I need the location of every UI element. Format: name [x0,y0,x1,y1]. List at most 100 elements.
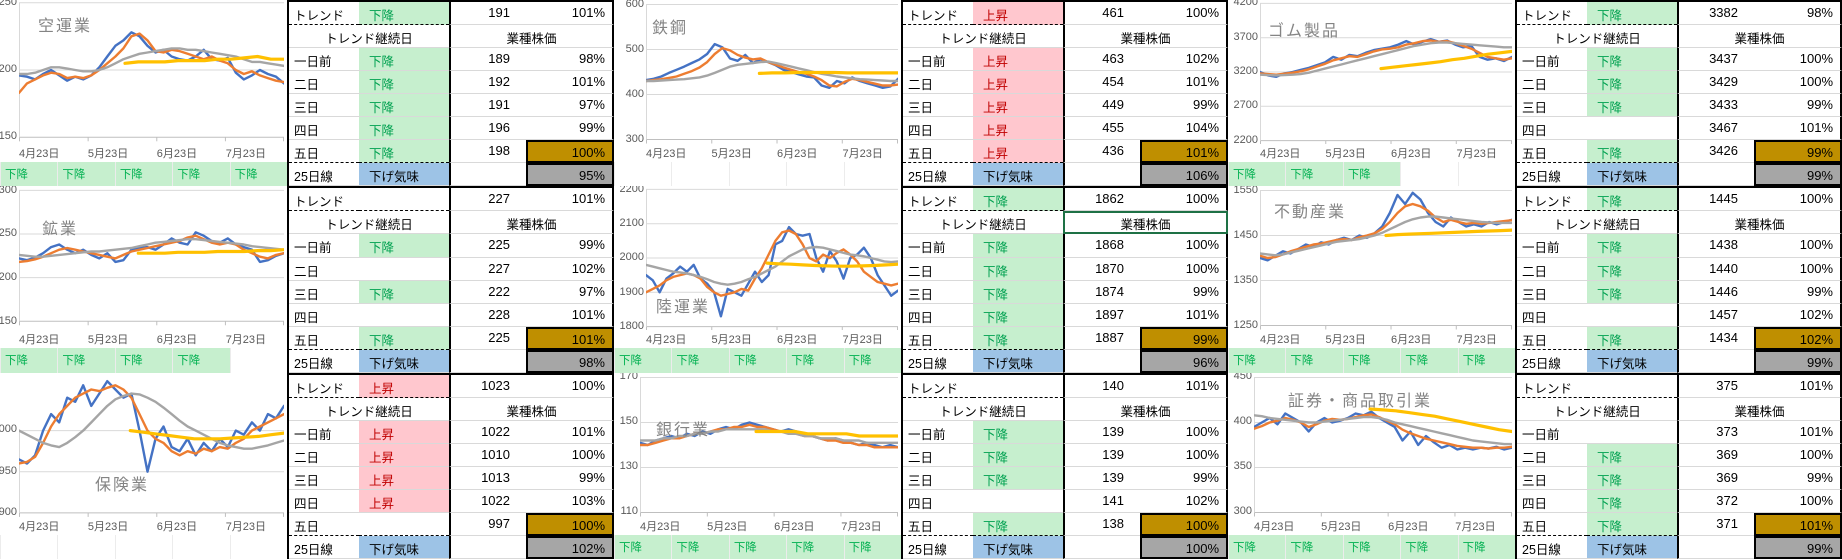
day-pct-cell[interactable]: 99% [1754,466,1842,491]
day-label-cell[interactable]: 三日 [1517,94,1587,118]
day-price-cell[interactable]: 1022 [449,420,526,444]
day-trend-cell[interactable]: 下降 [1587,280,1677,304]
day-label-cell[interactable]: 三日 [289,467,359,491]
day-price-cell[interactable]: 369 [1677,466,1754,491]
day-price-cell[interactable]: 997 [449,513,526,537]
day-trend-cell[interactable]: 下降 [973,513,1063,537]
day-label-cell[interactable]: 五日 [903,327,973,350]
day-trend-cell[interactable]: 上昇 [359,490,449,514]
trend-label-cell[interactable]: トレンド [903,375,973,398]
trend-state-cell[interactable] [359,188,449,212]
ma25-label-cell[interactable]: 25日線 [903,536,973,560]
day-price-cell[interactable]: 455 [1063,117,1140,141]
day-trend-cell[interactable]: 上昇 [359,420,449,444]
trend-strip-cell[interactable] [229,534,287,560]
day-pct-cell[interactable]: 99% [1140,326,1228,350]
ma25-pct-cell[interactable]: 98% [526,349,614,373]
ma25-price-cell[interactable] [1063,536,1140,560]
day-label-cell[interactable]: 二日 [903,444,973,467]
day-trend-cell[interactable]: 下降 [973,280,1063,304]
day-pct-cell[interactable]: 97% [526,280,614,304]
day-label-cell[interactable]: 二日 [289,444,359,467]
ma25-label-cell[interactable]: 25日線 [1517,350,1587,373]
day-price-cell[interactable]: 1446 [1677,280,1754,304]
sector-price-pct-cell[interactable]: 100% [1754,188,1842,212]
day-price-cell[interactable]: 225 [449,326,526,350]
trend-strip-cell[interactable]: 下降 [843,534,902,560]
day-label-cell[interactable]: 一日前 [1517,48,1587,72]
day-trend-cell[interactable] [973,490,1063,514]
trend-strip-cell[interactable]: 下降 [1285,534,1343,560]
day-label-cell[interactable]: 三日 [903,281,973,304]
day-label-cell[interactable]: 二日 [903,71,973,95]
trend-strip-cell[interactable]: 下降 [728,348,787,373]
trend-strip-cell[interactable]: 下降 [1342,162,1401,187]
sector-price-cell[interactable]: 1023 [449,374,526,398]
day-label-cell[interactable]: 三日 [903,467,973,491]
day-pct-cell[interactable]: 100% [1140,513,1228,537]
trend-label-cell[interactable]: トレンド [1517,375,1587,398]
day-label-cell[interactable]: 四日 [1517,117,1587,141]
day-label-cell[interactable]: 一日前 [903,421,973,444]
day-pct-cell[interactable]: 100% [1140,443,1228,467]
day-label-cell[interactable]: 三日 [289,94,359,118]
day-price-cell[interactable]: 1868 [1063,234,1140,258]
trend-strip-cell[interactable] [728,162,786,187]
day-label-cell[interactable]: 一日前 [1517,234,1587,258]
day-trend-cell[interactable]: 下降 [1587,466,1677,491]
day-pct-cell[interactable]: 101% [1754,117,1842,141]
day-price-cell[interactable]: 373 [1677,420,1754,444]
day-trend-cell[interactable]: 上昇 [359,466,449,491]
day-label-cell[interactable]: 一日前 [289,48,359,72]
sector-price-header[interactable]: 業種株価 [1677,397,1842,421]
day-pct-cell[interactable]: 99% [1140,466,1228,491]
sector-price-cell[interactable]: 461 [1063,2,1140,26]
ma25-price-cell[interactable] [1677,349,1754,373]
day-trend-cell[interactable]: 下降 [1587,140,1677,164]
sector-price-cell[interactable]: 1862 [1063,188,1140,212]
trend-strip-cell[interactable]: 下降 [1342,534,1401,560]
sector-price-header[interactable]: 業種株価 [1677,211,1842,235]
trend-strip-cell[interactable]: 下降 [843,348,902,373]
day-pct-cell[interactable]: 99% [526,466,614,491]
day-price-cell[interactable]: 3429 [1677,71,1754,95]
day-label-cell[interactable]: 一日前 [289,421,359,444]
trend-strip-cell[interactable]: 下降 [1457,534,1516,560]
day-label-cell[interactable]: 五日 [1517,140,1587,164]
day-label-cell[interactable]: 五日 [1517,513,1587,537]
day-pct-cell[interactable]: 97% [526,94,614,118]
trend-strip-cell[interactable]: 下降 [57,162,115,187]
sector-chart[interactable]: 4200 3700 3200 2700 2200 ゴム製品 [1228,0,1515,144]
day-label-cell[interactable]: 四日 [903,117,973,141]
trend-strip-cell[interactable]: 下降 [114,348,173,373]
day-pct-cell[interactable]: 99% [526,117,614,141]
trend-strip-cell[interactable]: 下降 [229,162,288,187]
trend-strip-cell[interactable] [843,162,901,187]
trend-strip-cell[interactable]: 下降 [1457,348,1516,373]
day-pct-cell[interactable]: 101% [526,420,614,444]
ma25-label-cell[interactable]: 25日線 [903,163,973,187]
sector-price-pct-cell[interactable]: 101% [526,2,614,26]
day-price-cell[interactable]: 139 [1063,420,1140,444]
day-price-cell[interactable]: 1874 [1063,280,1140,304]
day-price-cell[interactable]: 449 [1063,94,1140,118]
day-trend-cell[interactable]: 下降 [973,326,1063,350]
trend-strip-cell[interactable] [614,162,671,187]
ma25-state-cell[interactable]: 下げ気味 [973,163,1063,187]
day-price-cell[interactable]: 3426 [1677,140,1754,164]
ma25-state-cell[interactable]: 下げ気味 [359,349,449,373]
day-price-cell[interactable]: 1897 [1063,303,1140,327]
day-label-cell[interactable]: 一日前 [903,234,973,258]
day-price-cell[interactable]: 3467 [1677,117,1754,141]
day-price-cell[interactable]: 1887 [1063,326,1140,350]
day-trend-cell[interactable]: 上昇 [973,117,1063,141]
ma25-price-cell[interactable] [1677,163,1754,187]
ma25-state-cell[interactable]: 下げ気味 [359,536,449,560]
day-trend-cell[interactable]: 下降 [1587,71,1677,95]
day-pct-cell[interactable]: 99% [1754,94,1842,118]
trend-state-cell[interactable] [1587,375,1677,398]
day-pct-cell[interactable]: 100% [1140,420,1228,444]
day-trend-cell[interactable]: 下降 [359,94,449,118]
sector-price-pct-cell[interactable]: 100% [1140,2,1228,26]
sector-price-cell[interactable]: 227 [449,188,526,212]
